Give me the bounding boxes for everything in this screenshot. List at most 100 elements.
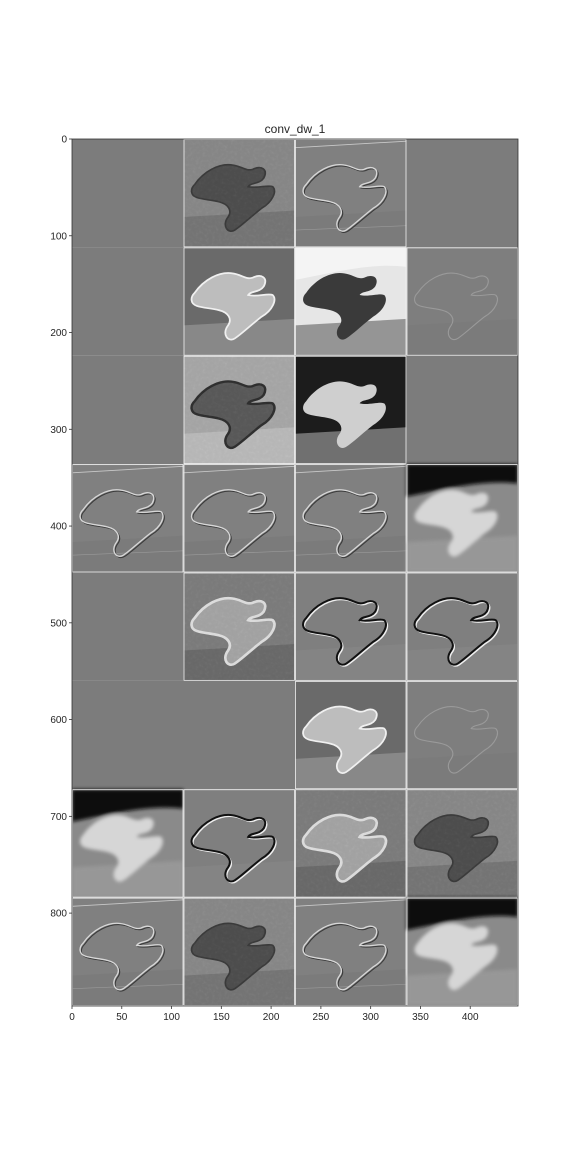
feature-map-tile bbox=[406, 247, 518, 356]
y-tick-label: 500 bbox=[50, 618, 67, 629]
plot-frame bbox=[71, 138, 519, 1007]
tile-ground bbox=[295, 318, 407, 356]
tile-hand bbox=[302, 489, 387, 557]
tile-grain bbox=[295, 789, 407, 898]
feature-map-tile bbox=[406, 139, 518, 248]
tile-ground bbox=[406, 318, 518, 356]
feature-map-tile bbox=[183, 789, 295, 898]
tile-hand bbox=[414, 272, 498, 340]
tile-content bbox=[295, 597, 407, 681]
tile-border bbox=[295, 247, 407, 356]
tile-content bbox=[295, 381, 407, 465]
feature-map-tile bbox=[406, 789, 518, 898]
tile-background bbox=[406, 355, 518, 465]
tile-background bbox=[72, 247, 184, 356]
tile-background bbox=[72, 572, 184, 681]
y-tick-label: 100 bbox=[50, 231, 67, 242]
tile-streak bbox=[72, 550, 184, 556]
tile-sky bbox=[406, 464, 518, 497]
tile-streak bbox=[183, 465, 296, 474]
tile-streak bbox=[294, 225, 407, 231]
tile-edge-shadow bbox=[192, 490, 277, 559]
y-tick-label: 800 bbox=[50, 909, 67, 920]
tile-border bbox=[295, 897, 407, 1006]
feature-map-tile bbox=[295, 247, 407, 356]
tile-edge-shadow bbox=[415, 598, 500, 667]
x-tick-label: 150 bbox=[213, 1012, 230, 1023]
feature-map-tile bbox=[406, 680, 518, 790]
feature-map-tile bbox=[183, 139, 295, 248]
x-axis: 0 50 100 150 200 250 300 350 400 bbox=[69, 1006, 479, 1023]
tile-border bbox=[295, 464, 407, 573]
tile-content bbox=[183, 355, 295, 465]
feature-map-tile bbox=[72, 355, 184, 465]
tile-border bbox=[406, 247, 518, 356]
tile-background bbox=[72, 680, 184, 790]
tile-ground bbox=[295, 752, 407, 790]
x-tick-label: 50 bbox=[116, 1012, 128, 1023]
tile-hand bbox=[414, 706, 498, 774]
tile-content bbox=[406, 272, 518, 356]
tile-hand bbox=[413, 597, 499, 666]
tile-streak bbox=[294, 465, 407, 474]
tile-streak bbox=[183, 550, 296, 556]
tile-streak bbox=[294, 899, 407, 907]
chart-title: conv_dw_1 bbox=[265, 122, 326, 136]
tile-border bbox=[183, 464, 295, 573]
x-tick-label: 0 bbox=[69, 1012, 75, 1023]
tile-content bbox=[183, 272, 295, 356]
tile-ground bbox=[406, 535, 518, 573]
tile-border bbox=[295, 355, 407, 465]
tile-edge-shadow bbox=[303, 598, 389, 667]
feature-map-tile bbox=[72, 247, 184, 356]
tile-sky bbox=[295, 247, 407, 280]
feature-map-tile bbox=[72, 680, 184, 790]
feature-map-tile bbox=[295, 572, 407, 681]
tile-content bbox=[294, 899, 407, 1006]
tile-hand bbox=[190, 489, 276, 557]
tile-border bbox=[72, 789, 184, 898]
x-tick-label: 300 bbox=[362, 1012, 379, 1023]
feature-map-tile bbox=[183, 572, 295, 681]
tile-hand bbox=[190, 272, 276, 341]
tile-grain bbox=[183, 355, 295, 465]
tile-grain bbox=[406, 789, 518, 898]
tile-ground bbox=[183, 318, 295, 356]
tile-background bbox=[183, 680, 295, 790]
tile-border bbox=[295, 680, 407, 790]
tile-background bbox=[406, 139, 518, 248]
feature-map-tile bbox=[72, 897, 184, 1006]
y-axis: 0 100 200 300 400 500 600 700 800 bbox=[50, 135, 72, 920]
tile-content bbox=[406, 706, 518, 790]
tile-hand bbox=[302, 705, 387, 774]
tile-streak bbox=[72, 465, 184, 474]
tile-edge-shadow bbox=[303, 924, 388, 992]
tile-content bbox=[72, 465, 184, 573]
tile-content bbox=[72, 899, 184, 1006]
y-tick-label: 0 bbox=[61, 135, 67, 146]
feature-map-tile bbox=[72, 789, 184, 898]
feature-map-tile bbox=[72, 572, 184, 681]
tile-content bbox=[183, 897, 295, 1006]
tile-hand bbox=[79, 489, 164, 557]
tile-border bbox=[72, 464, 184, 573]
tile-border bbox=[183, 789, 295, 898]
feature-map-tile bbox=[295, 789, 407, 898]
feature-map-tile bbox=[295, 355, 407, 465]
tile-streak bbox=[72, 899, 184, 907]
tile-background bbox=[72, 355, 184, 465]
feature-map-tile bbox=[294, 897, 407, 1006]
tile-streak bbox=[294, 550, 407, 556]
tile-border bbox=[406, 789, 518, 898]
y-tick-label: 700 bbox=[50, 812, 67, 823]
feature-map-tile bbox=[183, 355, 295, 465]
tile-hand bbox=[190, 813, 276, 883]
feature-map-tile bbox=[183, 464, 296, 573]
tile-grain bbox=[183, 897, 295, 1006]
feature-map-tile bbox=[72, 464, 184, 573]
tile-ground bbox=[295, 427, 407, 465]
tile-hand bbox=[80, 814, 163, 882]
tile-hand bbox=[302, 164, 387, 232]
tile-border bbox=[295, 139, 407, 248]
